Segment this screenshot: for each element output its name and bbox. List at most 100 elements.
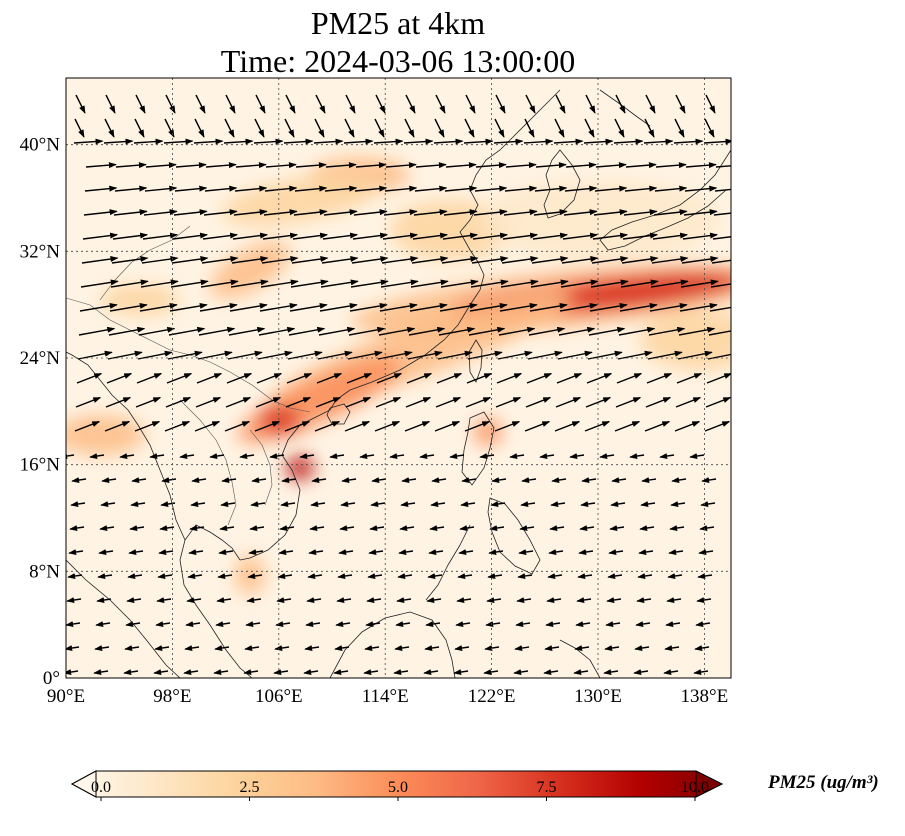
wind-vector — [428, 549, 444, 556]
wind-vector — [704, 118, 715, 138]
wind-vector — [577, 573, 593, 580]
wind-vector — [95, 621, 111, 628]
wind-vector — [697, 573, 713, 580]
wind-vector — [84, 185, 118, 192]
wind-vector — [130, 501, 146, 508]
wind-vector — [445, 162, 477, 169]
wind-vector — [516, 597, 532, 604]
wind-vector — [554, 420, 581, 432]
wind-vector — [164, 420, 191, 432]
wind-vector — [682, 232, 719, 240]
wind-vector — [620, 279, 659, 288]
wind-vector — [169, 302, 208, 312]
wind-vector — [344, 118, 355, 138]
wind-vector — [107, 350, 143, 360]
wind-vector — [231, 256, 269, 264]
wind-vector — [323, 209, 358, 216]
wind-vector — [439, 302, 478, 312]
wind-vector — [458, 549, 474, 556]
wind-vector — [685, 162, 717, 169]
wind-vector — [94, 645, 110, 652]
pm25-plume — [480, 180, 720, 260]
wind-vector — [287, 350, 323, 360]
wind-vector — [124, 645, 140, 652]
wind-vector — [99, 525, 115, 532]
wind-vector — [514, 645, 530, 652]
wind-vector — [385, 162, 417, 169]
wind-vector — [494, 420, 521, 432]
wind-vector — [490, 501, 506, 508]
wind-vector — [134, 420, 161, 432]
wind-vector — [703, 138, 731, 145]
wind-vector — [105, 94, 116, 114]
wind-vector — [140, 279, 179, 288]
wind-vector — [101, 477, 117, 484]
colorbar-tick-label: 10.0 — [681, 779, 709, 796]
wind-vector — [531, 256, 569, 264]
wind-vector — [171, 256, 209, 264]
wind-vector — [129, 525, 145, 532]
wind-vector — [666, 597, 682, 604]
wind-vector — [457, 573, 473, 580]
wind-vector — [689, 453, 705, 460]
wind-vector — [394, 645, 410, 652]
wind-vector — [294, 185, 328, 192]
wind-vector — [573, 669, 589, 676]
wind-vector — [244, 645, 260, 652]
wind-vector — [232, 232, 269, 240]
wind-vector — [364, 645, 380, 652]
wind-vector — [98, 549, 114, 556]
wind-vector — [247, 573, 263, 580]
wind-vector — [523, 138, 554, 145]
wind-vector — [525, 94, 536, 114]
wind-vector — [564, 185, 598, 192]
wind-vector — [469, 302, 508, 312]
wind-vector — [281, 477, 297, 484]
wind-vector — [664, 645, 680, 652]
wind-vector — [675, 396, 702, 408]
wind-vector — [515, 621, 531, 628]
wind-vector — [486, 597, 502, 604]
wind-vector — [608, 549, 624, 556]
lat-tick-label: 24°N — [20, 348, 61, 369]
wind-vector — [569, 453, 585, 460]
wind-vector — [436, 372, 463, 384]
wind-vector — [209, 453, 225, 460]
wind-vector — [443, 209, 478, 216]
wind-vector — [429, 525, 445, 532]
wind-vector — [453, 669, 469, 676]
wind-vector — [269, 453, 285, 460]
wind-vector — [194, 118, 205, 138]
wind-vector — [411, 256, 449, 264]
wind-vector — [220, 501, 236, 508]
wind-vector — [513, 669, 529, 676]
wind-vector — [547, 573, 563, 580]
wind-vector — [651, 256, 689, 264]
wind-vector — [250, 501, 266, 508]
wind-vector — [249, 525, 265, 532]
wind-vector — [149, 453, 165, 460]
wind-vector — [548, 549, 564, 556]
wind-vector — [329, 453, 345, 460]
wind-vector — [640, 501, 656, 508]
longitude-axis: 90°E 98°E 106°E 114°E 122°E 130°E 138°E — [47, 686, 728, 707]
wind-vector-field — [66, 94, 731, 676]
wind-vector — [369, 525, 385, 532]
wind-vector — [549, 525, 565, 532]
wind-vector — [85, 162, 117, 169]
wind-vector — [483, 669, 499, 676]
wind-vector — [163, 138, 194, 145]
wind-vector — [66, 645, 80, 652]
wind-vector — [526, 372, 553, 384]
wind-vector — [256, 372, 283, 384]
wind-vector — [493, 138, 524, 145]
wind-vector — [434, 420, 461, 432]
wind-vector — [345, 94, 356, 114]
wind-vector — [619, 302, 658, 312]
wind-vector — [494, 118, 505, 138]
wind-vector — [186, 597, 202, 604]
wind-vector — [173, 209, 208, 216]
wind-vector — [251, 477, 267, 484]
wind-vector — [498, 326, 536, 336]
wind-vector — [426, 597, 442, 604]
